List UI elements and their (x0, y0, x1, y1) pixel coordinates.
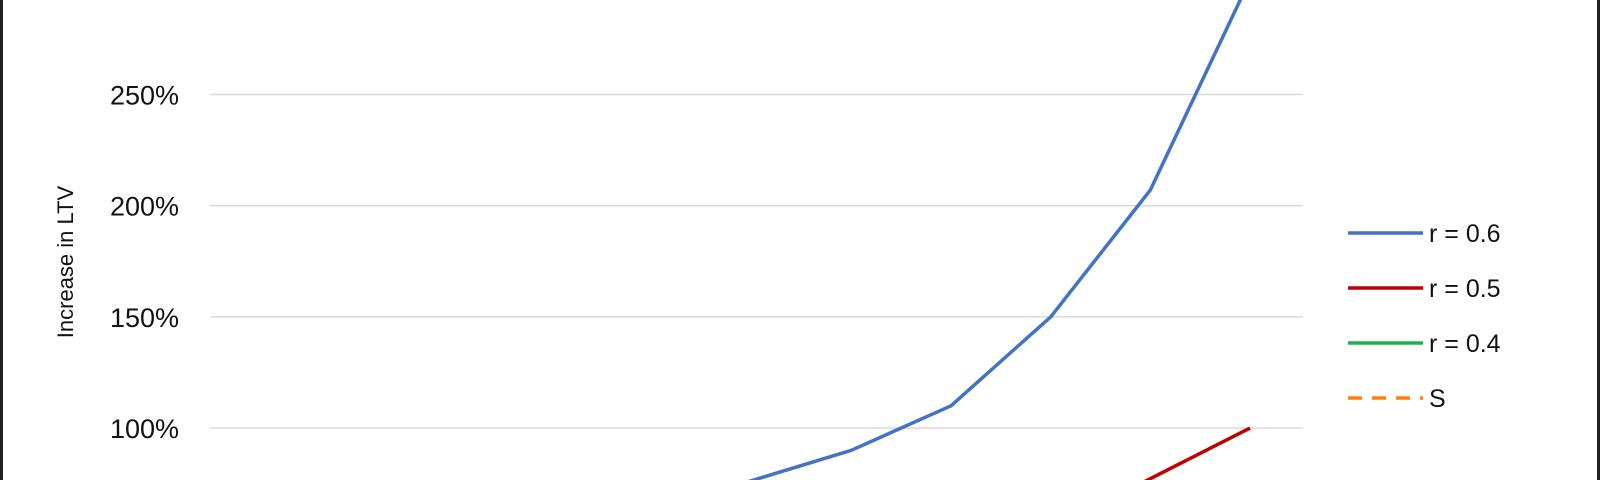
y-tick-labels: 100% 150% 200% 250% (110, 81, 179, 445)
legend-item: r = 0.6 (1348, 220, 1501, 248)
legend-item: r = 0.4 (1348, 330, 1501, 358)
y-axis-title: Increase in LTV (53, 185, 78, 338)
legend-label: r = 0.5 (1429, 275, 1501, 303)
series-lines (747, 0, 1251, 480)
legend: r = 0.6 r = 0.5 r = 0.4 S (1348, 220, 1501, 413)
legend-label: S (1429, 385, 1446, 413)
y-tick-label: 150% (110, 303, 179, 333)
legend-item: r = 0.5 (1348, 275, 1501, 303)
series-line-2 (1143, 426, 1251, 480)
y-tick-label: 200% (110, 192, 179, 222)
series-line-1 (747, 0, 1243, 480)
grid-lines (210, 93, 1303, 429)
y-tick-label: 100% (110, 414, 179, 444)
y-tick-label: 250% (110, 81, 179, 111)
legend-label: r = 0.6 (1429, 220, 1501, 248)
legend-item: S (1348, 385, 1446, 413)
legend-label: r = 0.4 (1429, 330, 1501, 358)
line-chart: 100% 150% 200% 250% Increase in LTV r = 0.6… (53, 0, 1501, 480)
